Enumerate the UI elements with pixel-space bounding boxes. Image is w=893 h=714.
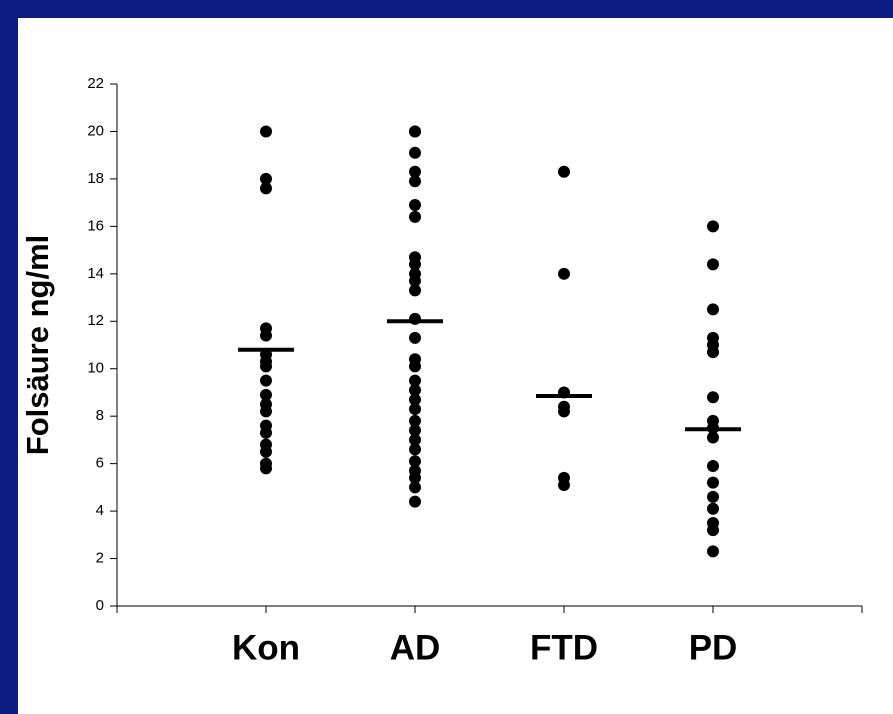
data-point xyxy=(409,331,421,344)
data-point xyxy=(260,405,272,418)
data-point xyxy=(409,471,421,484)
x-tick-label: Kon xyxy=(232,628,300,667)
data-point xyxy=(558,405,570,418)
data-point xyxy=(409,495,421,508)
y-tick-label: 0 xyxy=(96,597,104,614)
data-point xyxy=(260,445,272,458)
data-point xyxy=(409,125,421,138)
data-point xyxy=(707,391,719,404)
data-point xyxy=(707,460,719,473)
data-point xyxy=(707,431,719,444)
y-tick-label: 20 xyxy=(87,122,104,139)
data-point xyxy=(409,374,421,387)
data-point xyxy=(260,426,272,439)
data-point xyxy=(409,146,421,159)
data-point xyxy=(409,165,421,178)
y-tick-label: 6 xyxy=(96,455,104,472)
data-point xyxy=(409,443,421,456)
data-point xyxy=(260,182,272,195)
y-tick-label: 8 xyxy=(96,407,104,424)
y-tick-label: 14 xyxy=(87,265,104,282)
data-point xyxy=(558,478,570,491)
y-tick-label: 18 xyxy=(87,170,104,187)
data-point xyxy=(260,329,272,342)
data-point xyxy=(260,462,272,475)
data-point xyxy=(707,258,719,271)
data-point xyxy=(707,502,719,515)
data-point xyxy=(260,172,272,185)
data-point xyxy=(409,481,421,494)
data-point xyxy=(707,220,719,233)
data-point xyxy=(409,210,421,223)
data-point xyxy=(707,490,719,503)
data-point xyxy=(409,424,421,437)
data-point xyxy=(409,284,421,297)
data-point xyxy=(707,524,719,537)
data-point xyxy=(260,360,272,373)
y-tick-label: 4 xyxy=(96,502,104,519)
data-point xyxy=(409,258,421,271)
data-point xyxy=(260,125,272,138)
data-point xyxy=(707,303,719,316)
data-point xyxy=(558,267,570,280)
data-point xyxy=(409,433,421,446)
y-tick-label: 12 xyxy=(87,312,104,329)
data-point xyxy=(409,414,421,427)
data-point xyxy=(409,274,421,287)
y-axis-label: Folsäure ng/ml xyxy=(20,235,55,455)
x-tick-label: PD xyxy=(689,628,738,667)
data-point xyxy=(260,388,272,401)
data-point xyxy=(707,346,719,359)
y-tick-label: 22 xyxy=(87,75,104,92)
slide-body xyxy=(18,18,893,714)
data-point xyxy=(409,455,421,468)
data-point xyxy=(409,403,421,416)
y-tick-label: 2 xyxy=(96,550,104,567)
y-tick-label: 16 xyxy=(87,217,104,234)
x-tick-label: FTD xyxy=(530,628,598,667)
data-point xyxy=(558,165,570,178)
data-point xyxy=(707,476,719,489)
data-point xyxy=(409,384,421,397)
data-point xyxy=(409,393,421,406)
data-point xyxy=(260,374,272,387)
x-tick-label: AD xyxy=(390,628,441,667)
data-point xyxy=(707,545,719,558)
data-point xyxy=(409,175,421,188)
data-point xyxy=(409,360,421,373)
y-tick-label: 10 xyxy=(87,360,104,377)
data-point xyxy=(409,199,421,212)
